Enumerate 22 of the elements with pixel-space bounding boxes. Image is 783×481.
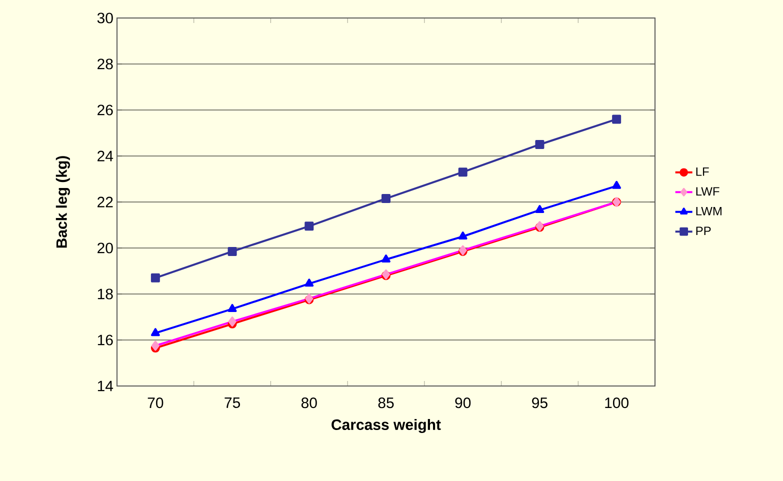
x-axis-title: Carcass weight	[332, 418, 441, 434]
x-tick-label: 100	[605, 398, 628, 408]
y-tick-label: 24	[98, 150, 114, 162]
y-tick-label: 18	[98, 288, 113, 300]
x-tick-label: 80	[301, 398, 317, 408]
y-tick-label: 26	[98, 104, 113, 116]
y-tick-label: 14	[98, 380, 114, 392]
legend-label: LF	[696, 168, 709, 176]
y-axis-title: Back leg (kg)	[56, 156, 70, 248]
x-tick-label: 75	[224, 398, 240, 408]
y-tick-label: 28	[98, 58, 113, 70]
legend-label: PP	[696, 226, 711, 235]
x-tick-label: 85	[378, 398, 394, 408]
y-tick-label: 22	[98, 196, 113, 208]
y-tick-label: 30	[97, 12, 113, 24]
x-tick-label: 70	[148, 398, 164, 408]
y-tick-label: 20	[98, 242, 113, 254]
y-tick-label: 16	[98, 334, 113, 346]
legend-label: LWM	[696, 206, 722, 216]
x-tick-label: 90	[455, 398, 471, 408]
x-tick-label: 95	[532, 398, 548, 408]
legend-label: LWF	[696, 187, 720, 196]
